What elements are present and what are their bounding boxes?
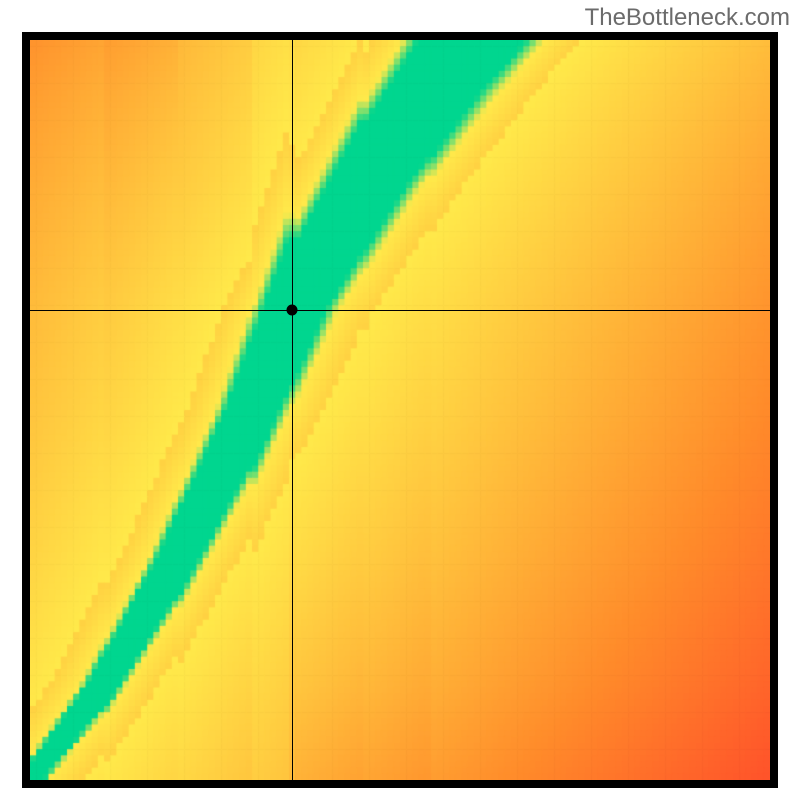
crosshair-marker [286,305,297,316]
crosshair-vertical [292,40,293,780]
crosshair-horizontal [30,310,770,311]
watermark-text: TheBottleneck.com [585,4,790,32]
heatmap-canvas [30,40,770,780]
